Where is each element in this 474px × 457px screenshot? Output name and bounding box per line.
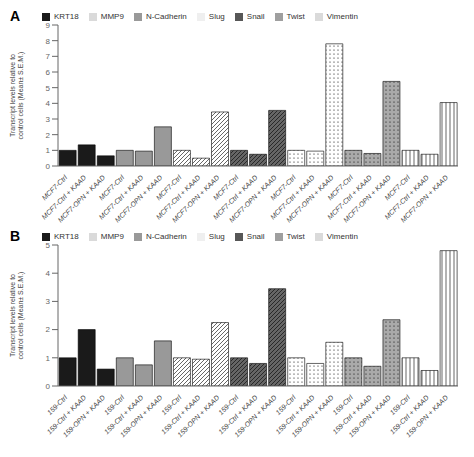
- svg-text:159-Ctrl: 159-Ctrl: [160, 393, 183, 417]
- html-text:KRT18: KRT18: [54, 232, 79, 241]
- svg-text:MCF7-Ctrl: MCF7-Ctrl: [211, 173, 240, 202]
- html-text:A: A: [10, 8, 21, 24]
- svg-text:MCF7-Ctrl + KAAD: MCF7-Ctrl + KAAD: [211, 173, 259, 221]
- svg-text:7: 7: [46, 52, 51, 61]
- svg-text:159-Ctrl + KAAD: 159-Ctrl + KAAD: [331, 393, 373, 436]
- html-text:N-Cadherin: N-Cadherin: [145, 12, 187, 21]
- svg-text:1: 1: [46, 354, 51, 363]
- svg-text:159-Ctrl + KAAD: 159-Ctrl + KAAD: [217, 393, 259, 436]
- svg-text:4: 4: [46, 99, 51, 108]
- svg-text:MCF7-Ctrl: MCF7-Ctrl: [40, 173, 69, 202]
- svg-text:159-Ctrl: 159-Ctrl: [274, 393, 297, 417]
- svg-text:159-Ctrl + KAAD: 159-Ctrl + KAAD: [102, 393, 145, 436]
- svg-text:159-OPN + KAAD: 159-OPN + KAAD: [290, 394, 335, 439]
- svg-text:0: 0: [46, 162, 51, 171]
- html-text:Snail: Snail: [246, 232, 265, 241]
- html-text:Slug: Slug: [208, 12, 225, 21]
- svg-text:8: 8: [46, 37, 51, 46]
- html-text:Vimentin: Vimentin: [326, 232, 358, 241]
- svg-text:3: 3: [46, 297, 51, 306]
- svg-text:MCF7-Ctrl: MCF7-Ctrl: [383, 173, 412, 202]
- svg-text:MCF7-Ctrl + KAAD: MCF7-Ctrl + KAAD: [326, 173, 373, 221]
- html-text:MMP9: MMP9: [100, 232, 124, 241]
- svg-text:MCF7-OPN + KAAD: MCF7-OPN + KAAD: [399, 174, 449, 224]
- html-text:B: B: [10, 228, 21, 244]
- html-text:KRT18: KRT18: [54, 12, 79, 21]
- svg-text:159-Ctrl: 159-Ctrl: [331, 393, 354, 417]
- svg-text:5: 5: [46, 84, 51, 93]
- svg-text:MCF7-Ctrl + KAAD: MCF7-Ctrl + KAAD: [383, 173, 431, 221]
- html-text:Twist: Twist: [286, 12, 305, 21]
- svg-text:MCF7-Ctrl + KAAD: MCF7-Ctrl + KAAD: [97, 173, 145, 221]
- svg-text:MCF7-Ctrl + KAAD: MCF7-Ctrl + KAAD: [40, 173, 88, 221]
- svg-text:MCF7-OPN + KAAD: MCF7-OPN + KAAD: [113, 173, 164, 224]
- svg-text:1: 1: [46, 146, 51, 155]
- svg-text:2: 2: [46, 325, 51, 334]
- svg-text:MCF7-Ctrl: MCF7-Ctrl: [269, 173, 297, 202]
- svg-text:159-Ctrl: 159-Ctrl: [45, 393, 69, 417]
- svg-text:MCF7-Ctrl + KAAD: MCF7-Ctrl + KAAD: [269, 173, 316, 221]
- svg-text:MCF7-OPN + KAAD: MCF7-OPN + KAAD: [285, 173, 335, 224]
- svg-text:159-Ctrl: 159-Ctrl: [102, 393, 126, 417]
- svg-text:MCF7-OPN + KAAD: MCF7-OPN + KAAD: [170, 173, 221, 224]
- svg-text:4: 4: [46, 269, 51, 278]
- svg-text:MCF7-OPN + KAAD: MCF7-OPN + KAAD: [227, 173, 278, 224]
- svg-text:0: 0: [46, 382, 51, 391]
- svg-text:MCF7-Ctrl: MCF7-Ctrl: [97, 173, 126, 202]
- svg-text:159-Ctrl: 159-Ctrl: [217, 393, 240, 417]
- svg-text:159-OPN + KAAD: 159-OPN + KAAD: [62, 394, 107, 439]
- svg-text:159-Ctrl + KAAD: 159-Ctrl + KAAD: [159, 393, 202, 436]
- html-text:Twist: Twist: [286, 232, 305, 241]
- svg-text:Transcript levels relative toc: Transcript levels relative tocontrol cel…: [9, 272, 25, 360]
- html-text:MMP9: MMP9: [100, 12, 124, 21]
- svg-text:3: 3: [46, 115, 51, 124]
- svg-text:159-Ctrl: 159-Ctrl: [388, 393, 412, 417]
- svg-text:MCF7-OPN + KAAD: MCF7-OPN + KAAD: [56, 173, 107, 224]
- svg-text:159-OPN + KAAD: 159-OPN + KAAD: [347, 394, 392, 439]
- html-text:Snail: Snail: [246, 12, 265, 21]
- svg-text:159-OPN + KAAD: 159-OPN + KAAD: [119, 394, 164, 439]
- svg-text:6: 6: [46, 68, 51, 77]
- svg-text:2: 2: [46, 131, 51, 140]
- svg-text:159-OPN + KAAD: 159-OPN + KAAD: [404, 394, 449, 439]
- svg-text:159-OPN + KAAD: 159-OPN + KAAD: [233, 394, 278, 439]
- html-text:Slug: Slug: [208, 232, 225, 241]
- svg-text:159-Ctrl + KAAD: 159-Ctrl + KAAD: [274, 393, 316, 436]
- svg-text:159-Ctrl + KAAD: 159-Ctrl + KAAD: [45, 393, 88, 436]
- html-text:N-Cadherin: N-Cadherin: [145, 232, 187, 241]
- svg-text:9: 9: [46, 21, 51, 30]
- svg-text:Transcript levels relative toc: Transcript levels relative tocontrol cel…: [9, 52, 25, 140]
- svg-text:159-OPN + KAAD: 159-OPN + KAAD: [176, 394, 221, 439]
- svg-text:5: 5: [46, 241, 51, 250]
- html-text:Vimentin: Vimentin: [326, 12, 358, 21]
- svg-text:159-Ctrl + KAAD: 159-Ctrl + KAAD: [388, 393, 431, 436]
- svg-text:MCF7-Ctrl: MCF7-Ctrl: [154, 173, 183, 202]
- svg-text:MCF7-Ctrl + KAAD: MCF7-Ctrl + KAAD: [154, 173, 202, 221]
- svg-text:MCF7-OPN + KAAD: MCF7-OPN + KAAD: [342, 173, 392, 224]
- svg-text:MCF7-Ctrl: MCF7-Ctrl: [326, 173, 354, 202]
